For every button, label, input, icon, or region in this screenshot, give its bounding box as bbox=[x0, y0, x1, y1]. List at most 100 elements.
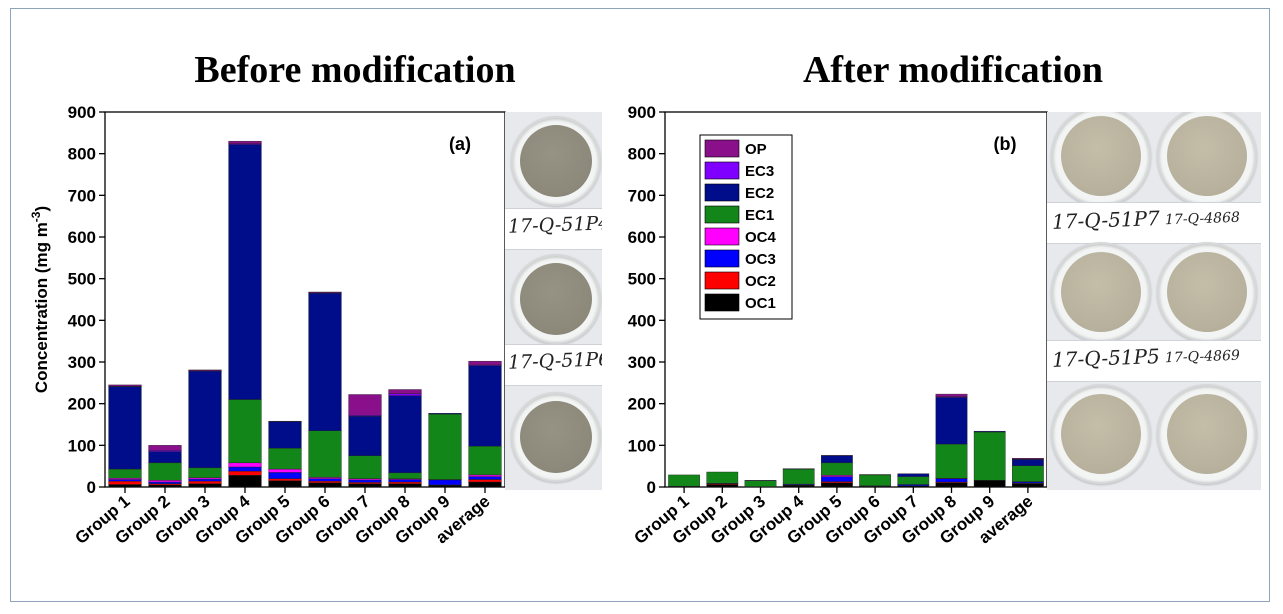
legend-label-op: OP bbox=[745, 141, 767, 158]
legend-swatch-ec1 bbox=[704, 205, 740, 224]
bar-segment-ec2 bbox=[1012, 459, 1044, 466]
filter-dish-2 bbox=[511, 254, 601, 344]
bar-segment-oc1 bbox=[428, 485, 462, 488]
bar-segment-ec2 bbox=[897, 473, 930, 477]
y-tick-label: 700 bbox=[628, 186, 656, 205]
bar-segment-ec1 bbox=[348, 455, 382, 479]
bar-segment-oc3 bbox=[935, 478, 968, 483]
bar-segment-ec2 bbox=[348, 415, 382, 456]
y-tick-label: 800 bbox=[68, 145, 96, 164]
y-tick-label: 800 bbox=[628, 145, 656, 164]
bar-segment-ec2 bbox=[388, 395, 422, 474]
filter-dish-7 bbox=[1157, 242, 1257, 342]
filter-dish-4 bbox=[1051, 112, 1151, 206]
bar-segment-oc2 bbox=[228, 470, 262, 476]
panel-label: (a) bbox=[449, 134, 471, 154]
filter-dish-3 bbox=[511, 392, 601, 482]
y-axis-label-superscript: -3 bbox=[29, 211, 43, 222]
bar-segment-ec1 bbox=[468, 445, 502, 476]
y-tick-label: 600 bbox=[628, 228, 656, 247]
bar-segment-ec1 bbox=[148, 462, 182, 481]
y-tick-label: 500 bbox=[68, 270, 96, 289]
photo-after: 17-Q-51P7 17-Q-4868 17-Q-51P5 17-Q-4869 bbox=[1047, 112, 1261, 490]
bar-segment-oc1 bbox=[228, 475, 262, 488]
y-tick-label: 300 bbox=[68, 353, 96, 372]
bar-segment-op bbox=[148, 445, 182, 451]
bar-segment-oc1 bbox=[148, 484, 182, 488]
photo-label-p7: 17-Q-51P7 bbox=[1051, 206, 1161, 234]
label-card-1 bbox=[505, 208, 602, 250]
bar-segment-ec2 bbox=[428, 413, 462, 415]
legend-label-oc4: OC4 bbox=[745, 229, 777, 246]
y-tick-label: 400 bbox=[628, 311, 656, 330]
bar-segment-ec1 bbox=[308, 430, 342, 478]
y-tick-label: 300 bbox=[628, 353, 656, 372]
bar-segment-oc2 bbox=[388, 481, 422, 484]
y-tick-label: 0 bbox=[87, 478, 96, 497]
bar-segment-oc3 bbox=[468, 476, 502, 480]
legend-label-oc2: OC2 bbox=[745, 273, 776, 290]
bar-segment-ec2 bbox=[468, 365, 502, 447]
legend-swatch-ec2 bbox=[704, 183, 740, 202]
legend-swatch-oc2 bbox=[704, 271, 740, 290]
filter-dish-8 bbox=[1051, 384, 1151, 484]
legend-swatch-oc4 bbox=[704, 227, 740, 246]
legend-swatch-oc3 bbox=[704, 249, 740, 268]
y-tick-label: 200 bbox=[68, 395, 96, 414]
legend-swatch-ec3 bbox=[704, 161, 740, 180]
bar-segment-ec1 bbox=[668, 474, 700, 487]
bar-segment-oc4 bbox=[468, 474, 502, 477]
bar-segment-oc3 bbox=[388, 479, 422, 483]
bar-segment-ec1 bbox=[108, 468, 142, 479]
bar-segment-oc1 bbox=[468, 481, 502, 488]
photo-label-p6: 17-Q-51P6 bbox=[507, 348, 602, 374]
bar-segment-oc1 bbox=[706, 484, 739, 488]
figure-frame bbox=[10, 8, 1270, 602]
bar-segment-oc3 bbox=[308, 478, 342, 482]
bar-segment-op bbox=[388, 389, 422, 394]
bar-segment-oc1 bbox=[782, 485, 815, 488]
title-after: After modification bbox=[802, 49, 1104, 91]
bar-segment-oc3 bbox=[348, 479, 382, 483]
bar-segment-oc1 bbox=[821, 482, 853, 488]
y-tick-label: 700 bbox=[68, 186, 96, 205]
bar-segment-oc2 bbox=[108, 480, 142, 485]
bar-segment-oc1 bbox=[348, 483, 382, 488]
legend-label-ec1: EC1 bbox=[745, 207, 774, 224]
legend-label-oc3: OC3 bbox=[745, 251, 776, 268]
title-before: Before modification bbox=[194, 49, 516, 91]
y-tick-label: 500 bbox=[628, 270, 656, 289]
y-tick-label: 900 bbox=[68, 103, 96, 122]
legend-label-oc1: OC1 bbox=[745, 295, 776, 312]
bar-segment-op bbox=[308, 291, 342, 294]
y-axis-label-text: Concentration (mg m bbox=[32, 222, 51, 393]
photo-label-4869: 17-Q-4869 bbox=[1164, 347, 1241, 367]
bar-segment-ec1 bbox=[268, 448, 302, 470]
photo-label-p5: 17-Q-51P5 bbox=[1051, 344, 1161, 372]
y-tick-label: 400 bbox=[68, 311, 96, 330]
bar-segment-op bbox=[228, 140, 262, 144]
bar-segment-oc4 bbox=[228, 462, 262, 468]
bar-segment-oc1 bbox=[973, 480, 1006, 488]
bar-segment-ec1 bbox=[973, 431, 1006, 481]
bar-segment-oc1 bbox=[308, 482, 342, 488]
bar-segment-oc3 bbox=[108, 479, 142, 482]
label-card-3 bbox=[1047, 202, 1261, 244]
bar-segment-ec1 bbox=[1012, 465, 1044, 482]
bar-segment-ec1 bbox=[706, 471, 739, 484]
bar-segment-ec3 bbox=[388, 393, 422, 396]
bar-segment-ec1 bbox=[935, 443, 968, 479]
bar-segment-op bbox=[935, 393, 968, 397]
bar-segment-ec1 bbox=[744, 480, 777, 487]
bar-segment-oc4 bbox=[268, 468, 302, 473]
filter-dish-5 bbox=[1157, 112, 1257, 206]
y-axis-label-close: ) bbox=[32, 206, 51, 212]
bar-segment-ec1 bbox=[821, 462, 853, 476]
bar-segment-ec1 bbox=[859, 474, 891, 486]
bar-segment-oc1 bbox=[388, 483, 422, 488]
legend-label-ec2: EC2 bbox=[745, 185, 774, 202]
filter-dish-6 bbox=[1051, 242, 1151, 342]
